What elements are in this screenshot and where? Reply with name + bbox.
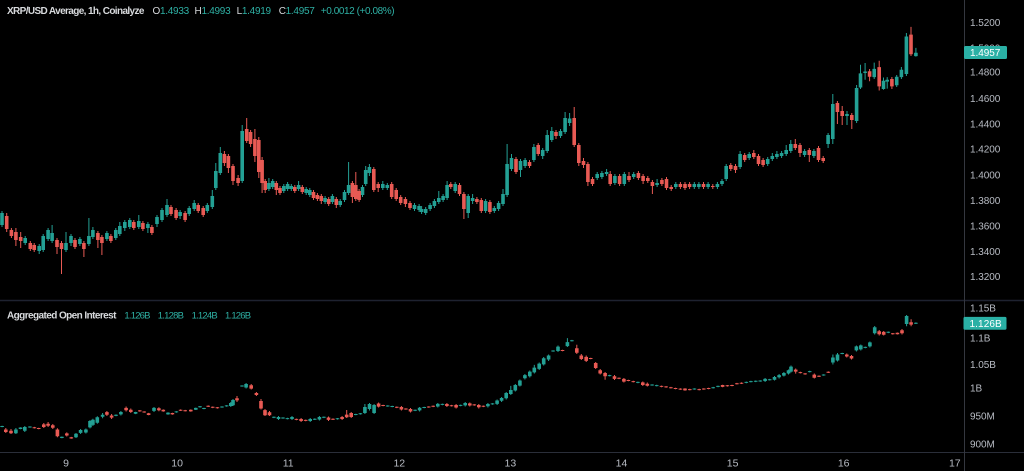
svg-text:XRP/USD Average, 1h, Coinalyze: XRP/USD Average, 1h, Coinalyze	[7, 6, 145, 17]
svg-text:Aggregated Open Interest: Aggregated Open Interest	[7, 311, 117, 322]
svg-text:1.4400: 1.4400	[970, 120, 1001, 131]
svg-text:1.3400: 1.3400	[970, 247, 1001, 258]
svg-text:9: 9	[63, 458, 69, 470]
svg-text:10: 10	[171, 458, 183, 470]
svg-text:H1.4993: H1.4993	[195, 6, 232, 17]
svg-text:1.126B: 1.126B	[970, 319, 1003, 330]
svg-text:1.05B: 1.05B	[970, 360, 996, 371]
svg-text:13: 13	[505, 458, 517, 470]
svg-text:1.4800: 1.4800	[970, 68, 1001, 79]
svg-text:1.4957: 1.4957	[970, 48, 1001, 59]
svg-text:1.5200: 1.5200	[970, 18, 1001, 29]
svg-text:1.4200: 1.4200	[970, 145, 1001, 156]
svg-text:1.1B: 1.1B	[970, 334, 991, 345]
svg-text:C1.4957: C1.4957	[279, 6, 316, 17]
svg-text:1.3800: 1.3800	[970, 196, 1001, 207]
svg-text:11: 11	[283, 458, 294, 470]
svg-text:1.128B: 1.128B	[158, 311, 184, 322]
svg-text:+0.0012 (+0.08%): +0.0012 (+0.08%)	[321, 6, 394, 17]
svg-text:L1.4919: L1.4919	[237, 6, 272, 17]
svg-text:12: 12	[393, 458, 405, 470]
svg-text:900M: 900M	[970, 440, 995, 451]
svg-text:1B: 1B	[970, 384, 983, 395]
svg-text:1.124B: 1.124B	[192, 311, 218, 322]
svg-text:1.3600: 1.3600	[970, 221, 1001, 232]
svg-text:17: 17	[949, 458, 961, 470]
svg-text:O1.4933: O1.4933	[153, 6, 190, 17]
svg-text:1.3200: 1.3200	[970, 272, 1001, 283]
svg-text:14: 14	[616, 458, 628, 470]
svg-text:950M: 950M	[970, 412, 995, 423]
svg-text:1.126B: 1.126B	[225, 311, 251, 322]
svg-text:1.4000: 1.4000	[970, 171, 1001, 182]
svg-text:1.15B: 1.15B	[970, 304, 996, 315]
svg-text:1.4600: 1.4600	[970, 94, 1001, 105]
svg-text:15: 15	[727, 458, 739, 470]
svg-text:1.126B: 1.126B	[124, 311, 150, 322]
svg-text:16: 16	[838, 458, 850, 470]
